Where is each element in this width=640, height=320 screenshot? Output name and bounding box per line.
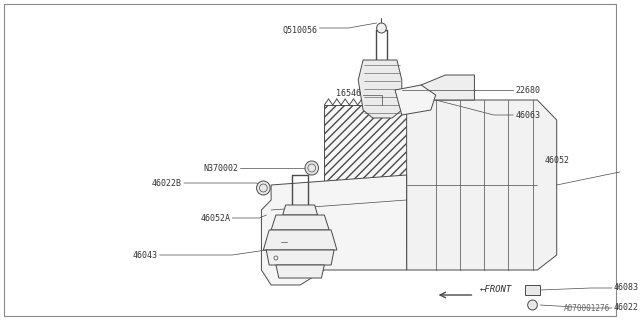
Text: ←FRONT: ←FRONT (479, 285, 511, 294)
Text: 46052: 46052 (544, 156, 569, 164)
Polygon shape (324, 105, 474, 245)
Polygon shape (406, 100, 557, 270)
Polygon shape (525, 285, 540, 295)
Circle shape (527, 300, 538, 310)
Polygon shape (406, 75, 474, 100)
Polygon shape (283, 205, 317, 215)
Polygon shape (266, 250, 334, 265)
Polygon shape (263, 230, 337, 250)
Polygon shape (261, 175, 406, 285)
Text: 46083: 46083 (614, 284, 639, 292)
Text: 46043: 46043 (133, 251, 158, 260)
Text: N370002: N370002 (203, 164, 238, 172)
Polygon shape (395, 85, 436, 115)
Text: 46063: 46063 (515, 110, 540, 119)
Circle shape (376, 23, 387, 33)
Circle shape (305, 161, 319, 175)
Text: 46022B: 46022B (152, 179, 182, 188)
Polygon shape (276, 265, 324, 278)
Text: 22680: 22680 (515, 85, 540, 94)
Text: Q510056: Q510056 (283, 26, 317, 35)
Text: 46022: 46022 (614, 303, 639, 313)
Polygon shape (271, 215, 329, 230)
Text: A070001276: A070001276 (564, 304, 610, 313)
Text: 46052A: 46052A (200, 213, 230, 222)
Circle shape (257, 181, 270, 195)
Polygon shape (358, 60, 402, 118)
Text: 16546: 16546 (336, 89, 361, 98)
